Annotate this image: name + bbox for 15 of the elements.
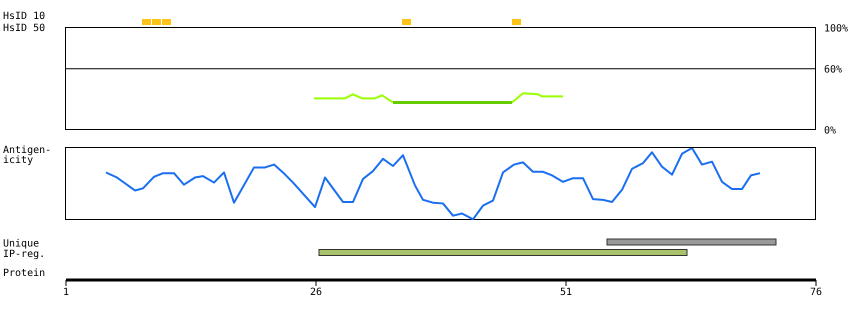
chart-title: HsID 50 xyxy=(3,23,46,34)
y-tick-label: 100% xyxy=(824,24,848,35)
y-tick-label: 0% xyxy=(824,126,836,137)
line-series xyxy=(313,93,394,104)
x-tick-label: 76 xyxy=(810,287,822,298)
x-axis-title: Protein xyxy=(3,268,46,279)
x-tick-label: 26 xyxy=(310,287,322,298)
x-tick-label: 51 xyxy=(560,287,572,298)
y-tick-label: IP-reg. xyxy=(3,248,46,260)
y-tick-label: 60% xyxy=(824,64,842,76)
chart-title: Antigen- icity xyxy=(3,145,52,166)
y-tick-label: Unique xyxy=(3,238,40,250)
line-series xyxy=(511,92,564,104)
x-tick-label: 1 xyxy=(62,287,70,298)
chart-title: HsID 10 xyxy=(3,11,46,22)
